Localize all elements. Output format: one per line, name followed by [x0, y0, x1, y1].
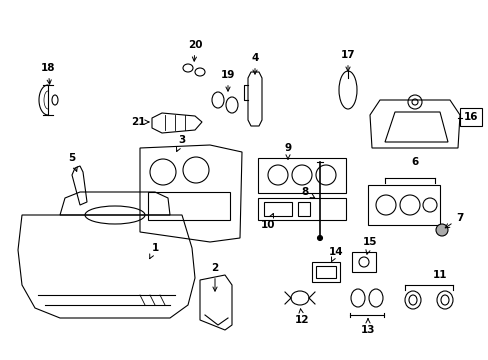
Text: 19: 19: [221, 70, 235, 91]
Text: 2: 2: [211, 263, 218, 291]
Text: 4: 4: [251, 53, 258, 74]
Text: 8: 8: [301, 187, 314, 198]
Text: 10: 10: [260, 213, 275, 230]
Text: 21: 21: [130, 117, 149, 127]
Text: 3: 3: [176, 135, 185, 152]
Text: 7: 7: [444, 213, 463, 228]
Text: 12: 12: [294, 309, 308, 325]
Text: 15: 15: [362, 237, 376, 254]
Text: 16: 16: [463, 112, 477, 122]
Text: 1: 1: [149, 243, 158, 259]
Text: 13: 13: [360, 319, 374, 335]
Text: 5: 5: [68, 153, 77, 171]
Text: 17: 17: [340, 50, 355, 71]
Text: 9: 9: [284, 143, 291, 159]
Text: 11: 11: [432, 270, 447, 280]
Circle shape: [435, 224, 447, 236]
Text: 6: 6: [410, 157, 418, 167]
Text: 18: 18: [41, 63, 55, 84]
Text: 14: 14: [328, 247, 343, 262]
Circle shape: [317, 235, 322, 240]
Text: 20: 20: [187, 40, 202, 61]
